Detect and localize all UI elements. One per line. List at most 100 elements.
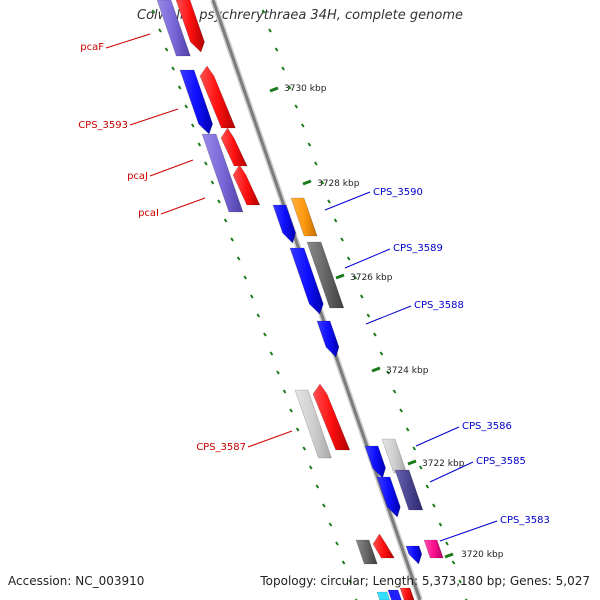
tick-mark <box>379 351 384 356</box>
tick-mark <box>294 104 299 109</box>
gene-feature-red-2 <box>232 164 261 206</box>
tick-mark <box>171 66 175 71</box>
accession-text: Accession: NC_003910 <box>8 574 145 588</box>
gene-labels-left: pcaF CPS_3593 pcaJ pcaI CPS_3587 <box>78 42 246 453</box>
tick-mark <box>287 85 292 90</box>
leader-line <box>129 108 179 126</box>
gene-label-CPS_3583[interactable]: CPS_3583 <box>500 515 550 526</box>
gene-label-pcaF[interactable]: pcaF <box>80 42 104 53</box>
gene-feature-blue-edge <box>387 589 402 600</box>
tick-mark <box>341 560 346 565</box>
gene-feature-pcaI <box>201 133 244 213</box>
major-tick-mark <box>407 459 417 466</box>
tick-mark <box>164 47 169 52</box>
tick-mark <box>269 351 274 356</box>
gene-feature-CPS_3593 <box>179 69 213 135</box>
leader-line <box>105 33 151 49</box>
leader-line <box>415 426 460 447</box>
tick-mark <box>204 161 208 166</box>
gene-feature-gray-2 <box>355 539 378 565</box>
tick-track-left <box>151 9 358 600</box>
gene-feature-red-3 <box>312 383 351 451</box>
gene-label-CPS_3585[interactable]: CPS_3585 <box>476 456 526 467</box>
genome-summary-text: Topology: circular; Length: 5,373,180 bp… <box>260 574 590 588</box>
leader-line <box>160 197 206 215</box>
gene-label-pcaJ[interactable]: pcaJ <box>127 171 148 182</box>
leader-line <box>439 520 498 542</box>
tick-mark <box>366 313 371 318</box>
leader-line <box>324 191 371 211</box>
tick-mark <box>230 237 234 242</box>
tick-mark <box>438 522 443 527</box>
tick-mark <box>445 541 449 546</box>
tick-mark <box>320 180 325 185</box>
gene-label-CPS_3593[interactable]: CPS_3593 <box>78 120 128 131</box>
tick-mark <box>348 579 352 584</box>
tick-mark <box>190 123 195 128</box>
gene-feature-CPS_3586 <box>364 445 386 479</box>
kbp-labels: 3730 kbp 3728 kbp 3726 kbp 3724 kbp 3722… <box>284 84 504 560</box>
kbp-label-3722: 3722 kbp <box>422 459 465 469</box>
tick-mark <box>418 465 423 470</box>
tick-mark <box>295 427 300 432</box>
tick-mark <box>340 237 344 242</box>
tick-mark <box>236 256 241 261</box>
gene-features <box>156 0 444 600</box>
tick-mark <box>333 218 338 223</box>
gene-label-CPS_3587[interactable]: CPS_3587 <box>196 442 246 453</box>
tick-mark <box>308 465 313 470</box>
tick-mark <box>373 332 377 337</box>
gene-label-CPS_3586[interactable]: CPS_3586 <box>462 421 512 432</box>
tick-mark <box>281 66 285 71</box>
tick-mark <box>328 522 333 527</box>
tick-mark <box>425 484 430 489</box>
tick-mark <box>151 9 156 14</box>
gene-label-CPS_3588[interactable]: CPS_3588 <box>414 300 464 311</box>
gene-label-pcaI[interactable]: pcaI <box>138 208 159 219</box>
tick-mark <box>335 541 339 546</box>
tick-mark <box>300 123 305 128</box>
gene-labels-right: CPS_3590 CPS_3589 CPS_3588 CPS_3586 CPS_… <box>373 187 550 526</box>
major-tick-mark <box>335 273 345 280</box>
gene-feature-darkpurple <box>394 469 424 511</box>
leader-lines <box>105 33 498 542</box>
leader-line <box>247 430 293 448</box>
gene-feature-CPS_3585 <box>376 476 401 518</box>
kbp-label-3730: 3730 kbp <box>284 84 327 94</box>
gene-feature-CPS_3589 <box>289 247 324 315</box>
tick-mark <box>412 446 417 451</box>
gene-feature-red-4 <box>372 533 395 559</box>
tick-mark <box>274 47 279 52</box>
leader-line <box>365 305 412 325</box>
gene-feature-pcaF <box>175 0 205 53</box>
tick-track-right <box>261 9 468 600</box>
kbp-label-3720: 3720 kbp <box>461 550 504 560</box>
tick-mark <box>268 28 272 33</box>
gene-feature-purple <box>156 0 191 57</box>
tick-mark <box>158 28 162 33</box>
gene-feature-orange <box>290 197 318 237</box>
tick-mark <box>451 560 456 565</box>
tick-mark <box>302 446 307 451</box>
kbp-label-3724: 3724 kbp <box>386 366 429 376</box>
gene-label-CPS_3589[interactable]: CPS_3589 <box>393 243 443 254</box>
tick-mark <box>184 104 189 109</box>
gene-feature-gray <box>306 241 345 309</box>
gene-label-CPS_3590[interactable]: CPS_3590 <box>373 187 423 198</box>
tick-mark <box>405 427 410 432</box>
tick-mark <box>307 142 312 147</box>
tick-mark <box>256 313 261 318</box>
gene-feature-red-edge <box>399 587 415 600</box>
tick-mark <box>458 579 462 584</box>
tick-mark <box>399 408 403 413</box>
tick-mark <box>315 484 320 489</box>
tick-mark <box>223 218 228 223</box>
tick-mark <box>432 503 436 508</box>
tick-mark <box>276 370 280 375</box>
major-tick-mark <box>444 552 454 559</box>
tick-mark <box>359 294 364 299</box>
leader-line <box>429 461 474 483</box>
tick-mark <box>392 389 397 394</box>
tick-mark <box>327 199 331 204</box>
